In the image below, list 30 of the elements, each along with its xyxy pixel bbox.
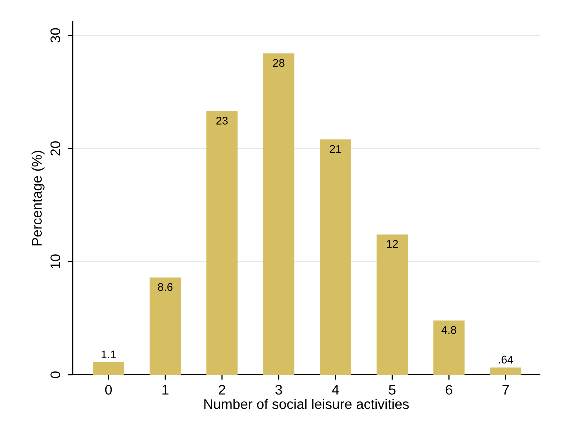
data-label: 8.6	[158, 283, 173, 292]
bar	[376, 234, 408, 375]
x-tick-label: 4	[332, 385, 340, 395]
bar	[93, 362, 124, 375]
x-tick-label: 0	[105, 385, 112, 395]
data-label: 28	[273, 59, 285, 68]
y-tick-label: 20	[50, 142, 61, 156]
y-axis-title: Percentage (%)	[32, 151, 45, 246]
y-tick-label: 0	[50, 372, 61, 378]
data-label: 1.1	[102, 350, 116, 358]
bar	[434, 320, 465, 375]
bar	[490, 368, 522, 375]
data-label: 12	[387, 240, 398, 248]
y-tick-label: 10	[50, 254, 61, 269]
x-tick-label: 6	[446, 385, 452, 395]
bar	[150, 278, 182, 375]
data-label: 23	[216, 116, 228, 125]
x-axis-title: Number of social leisure activities	[204, 399, 410, 410]
data-label: .64	[499, 356, 514, 364]
bar	[263, 54, 295, 375]
x-tick-label: 1	[162, 385, 169, 395]
data-label: 4.8	[442, 326, 456, 334]
bar	[206, 111, 238, 375]
x-tick-label: 3	[276, 385, 282, 395]
x-tick-label: 7	[502, 385, 510, 395]
data-label: 21	[330, 145, 342, 154]
x-tick-label: 2	[219, 385, 226, 395]
bar	[320, 140, 352, 375]
y-tick-label: 30	[50, 28, 61, 43]
x-tick-label: 5	[389, 385, 396, 395]
